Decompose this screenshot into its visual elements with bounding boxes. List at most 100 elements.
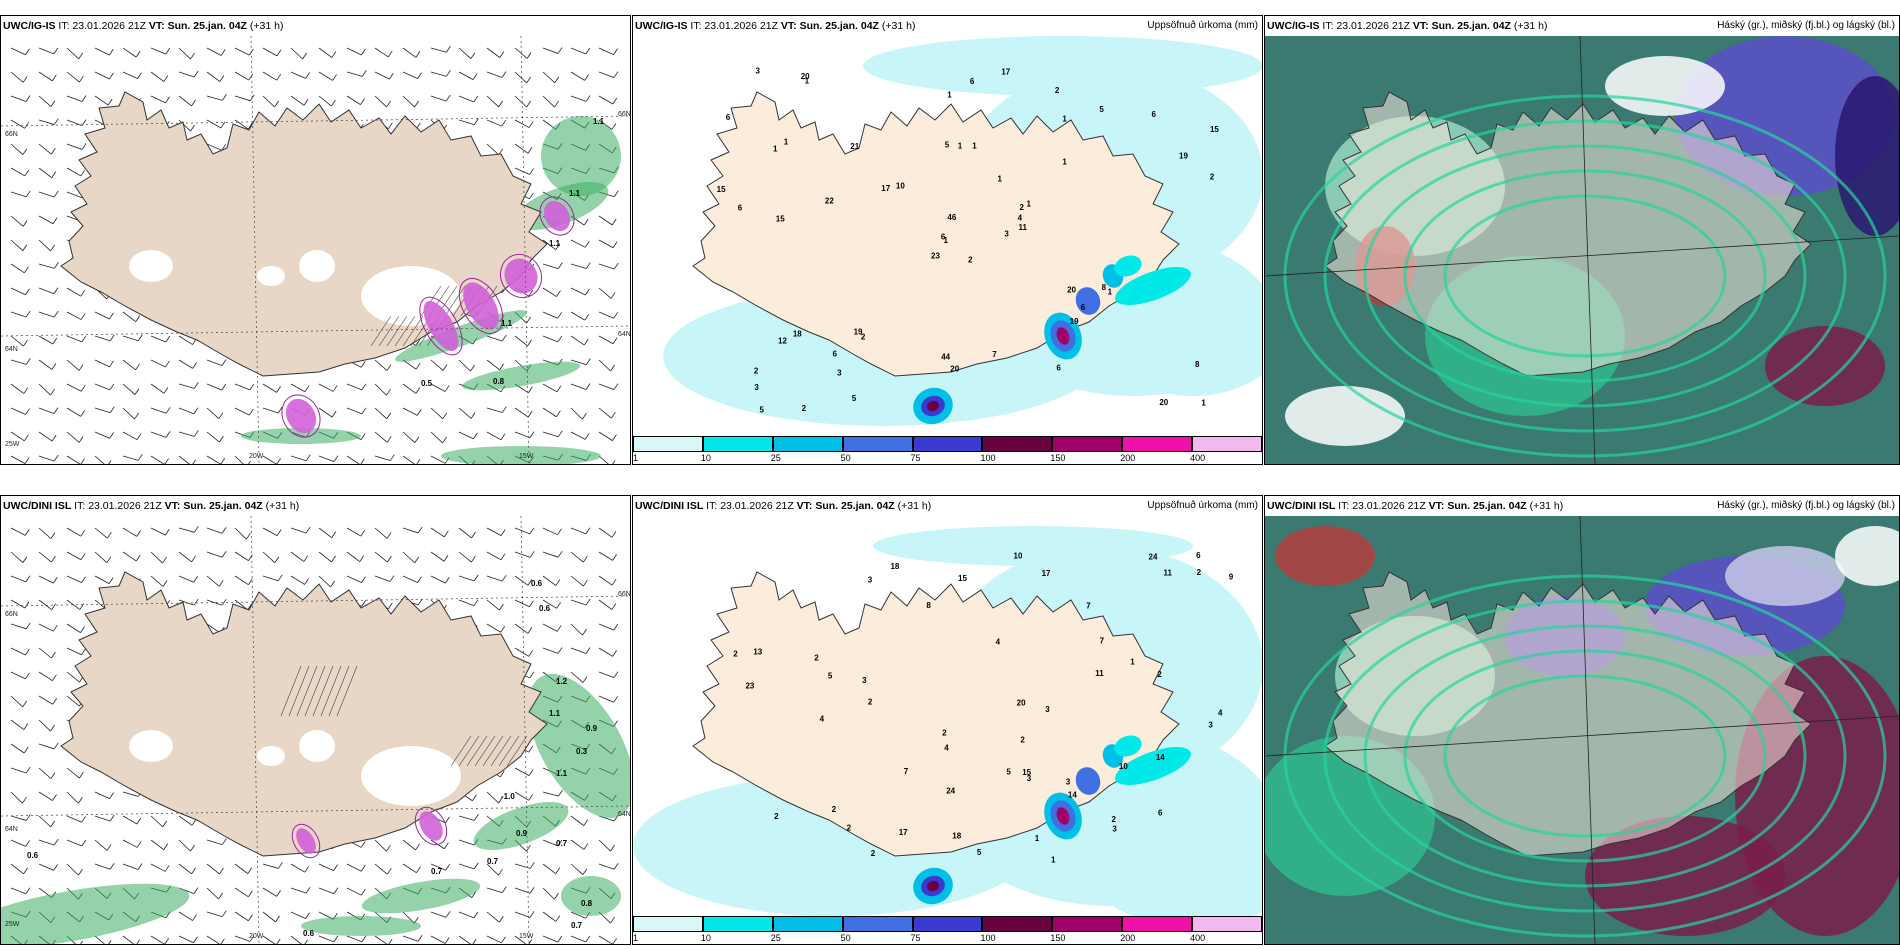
- wind-barb: [38, 118, 59, 125]
- precip-cell: [1075, 767, 1101, 795]
- wind-barb: [598, 383, 619, 390]
- wind-barb: [10, 47, 30, 56]
- front-value-label: 1.1: [549, 709, 561, 718]
- wind-barb: [290, 911, 310, 919]
- precip-cell: [1056, 327, 1070, 345]
- wind-barb: [486, 119, 507, 127]
- wind-barb: [206, 407, 224, 419]
- colorbar-label: 50: [840, 453, 851, 463]
- precip-value-label: 9: [1229, 572, 1234, 581]
- hatch-line: [288, 665, 310, 717]
- precip-value-label: 10: [896, 182, 905, 191]
- wind-barb: [66, 863, 83, 876]
- coordinate-label: 66N: [618, 111, 630, 118]
- wind-front-map[interactable]: 66N64N25W20W15W66N64N1.11.11.11.10.50.81…: [1, 35, 630, 464]
- wind-barb: [38, 287, 59, 295]
- wind-barb: [346, 935, 367, 943]
- wind-barb: [598, 335, 618, 345]
- wind-barb: [234, 527, 251, 540]
- colorbar-label: 400: [1190, 933, 1206, 943]
- wind-barb: [514, 431, 535, 438]
- wind-barb: [598, 863, 619, 870]
- iceland-landmass: [692, 91, 1180, 377]
- cloud-cover-map[interactable]: [1265, 35, 1899, 464]
- wind-barb: [458, 935, 477, 944]
- wind-barb: [598, 551, 617, 561]
- wind-barb: [374, 839, 391, 852]
- wind-barb: [318, 527, 337, 539]
- cloud-contour: [1283, 574, 1887, 938]
- wind-barb: [430, 359, 448, 371]
- wind-front-map[interactable]: 66N 64N 25W 20W 15W 66N 64N 0.6 0.6 1.2 1.1 0.9 0.3 1…: [1, 515, 630, 944]
- colorbar-swatch: [772, 436, 843, 452]
- wind-barb: [66, 623, 85, 633]
- front-contour: [296, 828, 316, 854]
- wind-barb: [10, 791, 27, 804]
- wind-barb: [262, 935, 281, 944]
- wind-barb: [10, 358, 31, 365]
- wind-barb: [374, 407, 392, 420]
- wind-barb: [430, 407, 448, 420]
- precip-value-label: 2: [1157, 670, 1162, 679]
- front-value-label: 0.6: [27, 851, 39, 860]
- wind-barb: [514, 623, 533, 634]
- precip-value-label: 20: [1067, 285, 1076, 294]
- ice-cap: [257, 746, 285, 766]
- wind-barb: [66, 599, 85, 610]
- precipitation-map[interactable]: 1 3 2 2 1 1 3 2 4 2 2 2 2 15 11 24 23 11 10 2 2 3 2 3 3 7 4 5 5 8 14 6 7…: [633, 516, 1262, 944]
- coordinate-label: 66N: [618, 591, 630, 598]
- wind-barb: [10, 455, 30, 464]
- hatch-line: [328, 665, 350, 717]
- wind-barb: [38, 454, 59, 462]
- wind-barb: [514, 575, 533, 586]
- wind-barb: [10, 190, 31, 198]
- wind-barb: [346, 95, 365, 105]
- wind-barb: [598, 431, 617, 441]
- wind-barb: [598, 311, 619, 319]
- precip-value-label: 2: [832, 805, 837, 814]
- front-value-label: 1.1: [501, 319, 513, 328]
- wind-barb: [38, 527, 56, 539]
- precip-value-label: 10: [1119, 762, 1128, 771]
- wind-barb: [10, 814, 31, 821]
- precip-value-label: 3: [1004, 230, 1009, 239]
- cloud-cover-map[interactable]: [1265, 515, 1899, 944]
- precip-value-label: 1: [958, 142, 963, 151]
- wind-barb: [402, 71, 422, 79]
- wind-barb: [38, 359, 57, 370]
- precip-value-label: 46: [947, 213, 956, 222]
- colorbar: 1 10 25 50 75 100 150 200 400: [633, 436, 1262, 464]
- precip-value-label: 3: [1027, 774, 1032, 783]
- wind-barb: [542, 550, 563, 558]
- wind-barb: [486, 527, 506, 536]
- wind-barb: [66, 71, 84, 83]
- precipitation-map[interactable]: 2 1 1 2 2 2 2 1 1 3 1 1 15 15 23 1 2 5 1 18 10 3 3 1 1 1 1 1 6 20 2 6 44…: [633, 36, 1262, 464]
- wind-barb: [234, 911, 253, 922]
- wind-barb: [430, 383, 450, 392]
- wind-barb: [10, 383, 29, 394]
- wind-barb: [66, 143, 87, 150]
- wind-barb: [598, 839, 615, 852]
- front-value-label: 0.5: [421, 379, 433, 388]
- cloud-contour: [1363, 144, 1807, 408]
- convective-area: [541, 116, 621, 196]
- wind-barb: [10, 143, 28, 156]
- precip-value-label: 2: [774, 812, 779, 821]
- wind-barb: [402, 551, 420, 564]
- precip-value-label: 17: [1042, 569, 1051, 578]
- precip-value-label: 2: [1111, 815, 1116, 824]
- hatch-line: [370, 315, 392, 347]
- wind-barb: [94, 359, 114, 368]
- wind-barb: [38, 262, 59, 269]
- wind-barb: [290, 95, 309, 106]
- wind-barb: [346, 383, 367, 391]
- front-value-label: 0.7: [431, 867, 443, 876]
- wind-barb: [486, 551, 506, 561]
- wind-barb: [598, 575, 617, 586]
- wind-barb: [150, 47, 171, 55]
- wind-barb: [66, 839, 87, 847]
- convective-area: [241, 428, 361, 444]
- wind-barb: [598, 695, 619, 703]
- colorbar-label: 200: [1120, 933, 1136, 943]
- wind-barb: [542, 47, 563, 54]
